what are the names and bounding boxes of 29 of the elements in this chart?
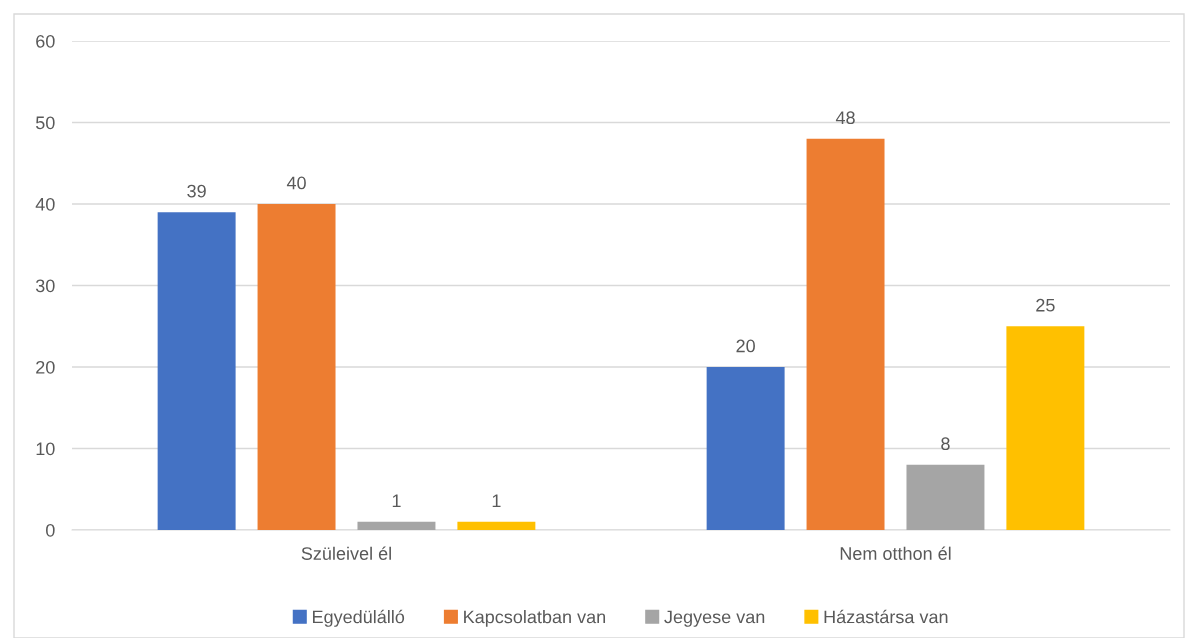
y-tick-label: 60 <box>36 34 55 48</box>
x-tick-label: Nem otthon él <box>840 546 951 560</box>
data-label: 40 <box>286 176 306 190</box>
legend-label: Jegyese van <box>664 610 765 627</box>
bar <box>157 212 236 530</box>
data-label: 1 <box>492 494 501 507</box>
legend-label: Házastársa van <box>824 609 948 624</box>
legend-label: Egyedülálló <box>312 609 405 627</box>
data-label: 25 <box>1036 298 1055 312</box>
x-tick-label: Szüleivel él <box>301 546 391 560</box>
y-tick-label: 40 <box>35 197 55 211</box>
data-label: 1 <box>392 494 401 507</box>
data-label: 48 <box>835 111 855 125</box>
bar <box>706 367 785 530</box>
y-tick-label: 10 <box>36 442 55 456</box>
bar <box>257 204 336 530</box>
data-label: 8 <box>941 437 950 451</box>
bar <box>1006 326 1085 530</box>
legend-label: Kapcsolatban van <box>464 610 606 627</box>
bar <box>806 138 885 530</box>
data-label: 39 <box>187 184 206 198</box>
y-tick-label: 0 <box>46 523 55 537</box>
y-tick-label: 50 <box>35 116 55 130</box>
data-label: 20 <box>736 339 755 353</box>
y-tick-label: 20 <box>36 360 55 374</box>
bar <box>357 521 436 530</box>
bar <box>457 521 536 530</box>
y-tick-label: 30 <box>35 279 55 293</box>
bar <box>906 464 985 530</box>
